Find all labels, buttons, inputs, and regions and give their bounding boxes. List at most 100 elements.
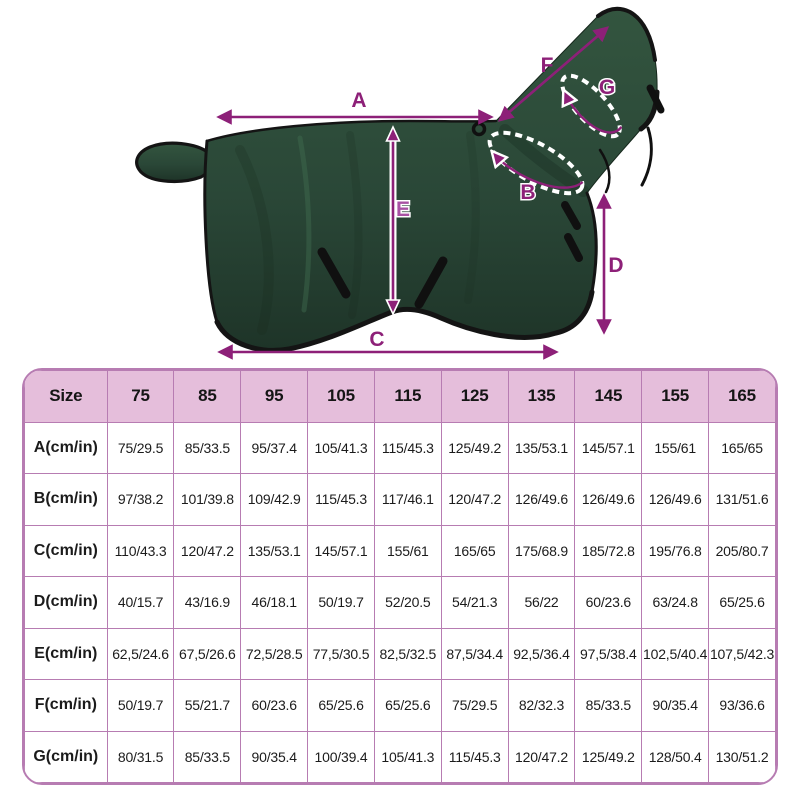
row-label: A(cm/in) <box>24 421 108 474</box>
column-header: 165 <box>708 370 776 423</box>
table-cell: 82/32.3 <box>507 679 576 732</box>
table-cell: 77,5/30.5 <box>307 627 375 680</box>
front-strap-upper <box>561 201 581 230</box>
table-cell: 125/49.2 <box>574 730 643 783</box>
table-cell: 90/35.4 <box>641 679 710 732</box>
column-header: 145 <box>574 370 643 423</box>
label-c: C <box>369 328 384 351</box>
row-label: B(cm/in) <box>24 473 108 526</box>
table-cell: 120/47.2 <box>173 524 242 577</box>
table-cell: 85/33.5 <box>173 421 242 474</box>
table-cell: 40/15.7 <box>106 576 175 629</box>
table-cell: 165/65 <box>708 421 776 474</box>
header-row: Size 75 85 95 105 115 125 135 145 155 16… <box>24 370 776 423</box>
row-label: D(cm/in) <box>24 576 108 629</box>
table-cell: 50/19.7 <box>106 679 175 732</box>
table-cell: 117/46.1 <box>373 473 442 526</box>
label-f: F <box>541 54 554 77</box>
table-cell: 125/49.2 <box>440 421 509 474</box>
table-cell: 107,5/42.3 <box>708 627 776 680</box>
table-row-f: F(cm/in) 50/19.7 55/21.7 60/23.6 65/25.6… <box>24 679 776 732</box>
table-cell: 128/50.4 <box>641 730 710 783</box>
table-cell: 145/57.1 <box>574 421 643 474</box>
size-table-container: Size 75 85 95 105 115 125 135 145 155 16… <box>22 368 778 785</box>
neck-cord <box>598 148 611 194</box>
table-cell: 130/51.2 <box>708 730 776 783</box>
column-header: 85 <box>173 370 242 423</box>
table-cell: 115/45.3 <box>373 421 442 474</box>
column-header: 95 <box>240 370 309 423</box>
label-d: D <box>608 254 623 277</box>
table-cell: 195/76.8 <box>641 524 710 577</box>
row-label: G(cm/in) <box>24 730 108 783</box>
table-cell: 109/42.9 <box>240 473 309 526</box>
table-cell: 105/41.3 <box>307 421 375 474</box>
table-cell: 85/33.5 <box>173 730 242 783</box>
table-cell: 205/80.7 <box>708 524 776 577</box>
table-cell: 90/35.4 <box>240 730 309 783</box>
measure-arrows <box>216 26 612 360</box>
column-header: 75 <box>106 370 175 423</box>
table-row-g: G(cm/in) 80/31.5 85/33.5 90/35.4 100/39.… <box>24 730 776 783</box>
table-cell: 126/49.6 <box>574 473 643 526</box>
table-cell: 50/19.7 <box>307 576 375 629</box>
table-cell: 115/45.3 <box>307 473 375 526</box>
column-header: 125 <box>440 370 509 423</box>
belly-strap-right <box>414 256 448 309</box>
straps-and-clips <box>317 84 665 309</box>
table-cell: 95/37.4 <box>240 421 309 474</box>
table-cell: 85/33.5 <box>574 679 643 732</box>
row-label: F(cm/in) <box>24 679 108 732</box>
table-cell: 43/16.9 <box>173 576 242 629</box>
table-row-e: E(cm/in) 62,5/24.6 67,5/26.6 72,5/28.5 7… <box>24 627 776 680</box>
label-a: A <box>351 89 366 112</box>
label-e: E <box>396 198 410 221</box>
tail-flap <box>135 141 213 184</box>
fabric-folds <box>235 124 589 335</box>
table-row-b: B(cm/in) 97/38.2 101/39.8 109/42.9 115/4… <box>24 473 776 526</box>
table-cell: 115/45.3 <box>440 730 509 783</box>
column-header: 115 <box>373 370 442 423</box>
measure-arrow-e <box>385 125 401 316</box>
table-row-a: A(cm/in) 75/29.5 85/33.5 95/37.4 105/41.… <box>24 421 776 474</box>
table-cell: 92,5/36.4 <box>507 627 576 680</box>
table-cell: 135/53.1 <box>240 524 309 577</box>
table-cell: 46/18.1 <box>240 576 309 629</box>
table-cell: 55/21.7 <box>173 679 242 732</box>
table-cell: 63/24.8 <box>641 576 710 629</box>
table-cell: 126/49.6 <box>507 473 576 526</box>
table-cell: 105/41.3 <box>373 730 442 783</box>
table-cell: 82,5/32.5 <box>373 627 442 680</box>
table-cell: 120/47.2 <box>440 473 509 526</box>
table-cell: 72,5/28.5 <box>240 627 309 680</box>
table-cell: 155/61 <box>641 421 710 474</box>
table-cell: 165/65 <box>440 524 509 577</box>
table-cell: 56/22 <box>507 576 576 629</box>
column-header-size: Size <box>24 370 108 423</box>
belly-strap-left <box>317 247 351 299</box>
table-cell: 126/49.6 <box>641 473 710 526</box>
label-g: G <box>599 76 615 99</box>
table-cell: 80/31.5 <box>106 730 175 783</box>
table-row-d: D(cm/in) 40/15.7 43/16.9 46/18.1 50/19.7… <box>24 576 776 629</box>
table-cell: 185/72.8 <box>574 524 643 577</box>
table-cell: 100/39.4 <box>307 730 375 783</box>
column-header: 135 <box>507 370 576 423</box>
table-cell: 101/39.8 <box>173 473 242 526</box>
table-cell: 145/57.1 <box>307 524 375 577</box>
row-label: C(cm/in) <box>24 524 108 577</box>
table-cell: 93/36.6 <box>708 679 776 732</box>
table-row-c: C(cm/in) 110/43.3 120/47.2 135/53.1 145/… <box>24 524 776 577</box>
table-cell: 54/21.3 <box>440 576 509 629</box>
table-cell: 87,5/34.4 <box>440 627 509 680</box>
size-chart-table: Size 75 85 95 105 115 125 135 145 155 16… <box>24 370 776 783</box>
table-cell: 135/53.1 <box>507 421 576 474</box>
table-cell: 60/23.6 <box>574 576 643 629</box>
hood-cord <box>640 126 653 187</box>
front-strap-lower <box>564 233 583 262</box>
column-header: 155 <box>641 370 710 423</box>
table-cell: 65/25.6 <box>307 679 375 732</box>
table-cell: 60/23.6 <box>240 679 309 732</box>
table-cell: 175/68.9 <box>507 524 576 577</box>
table-cell: 97,5/38.4 <box>574 627 643 680</box>
